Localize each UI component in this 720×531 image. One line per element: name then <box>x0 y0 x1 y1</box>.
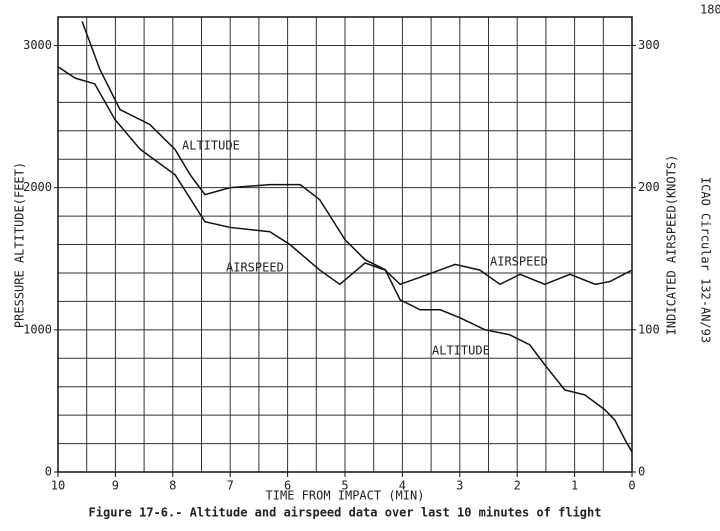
x-tick-label: 0 <box>628 479 635 493</box>
x-tick-label: 1 <box>571 479 578 493</box>
y2-tick-label: 200 <box>638 180 660 194</box>
y-tick-label: 0 <box>45 465 52 479</box>
y-tick-label: 1000 <box>23 322 52 336</box>
y2-axis-label: INDICATED AIRSPEED(KNOTS) <box>665 155 679 336</box>
x-tick-label: 4 <box>399 479 406 493</box>
y-tick-label: 2000 <box>23 180 52 194</box>
y-tick-label: 3000 <box>23 38 52 52</box>
series-line <box>57 66 633 286</box>
annotation: ALTITUDE <box>432 344 490 358</box>
annotation: ALTITUDE <box>182 139 240 153</box>
x-axis-label: TIME FROM IMPACT (MIN) <box>266 489 425 503</box>
x-tick-label: 3 <box>456 479 463 493</box>
y2-tick-label: 100 <box>638 322 660 336</box>
annotation: AIRSPEED <box>226 261 284 275</box>
annotation: AIRSPEED <box>490 255 548 269</box>
series-line <box>81 21 633 453</box>
caption: Figure 17-6.- Altitude and airspeed data… <box>89 506 602 520</box>
y-axis-label: PRESSURE ALTITUDE(FEET) <box>13 162 27 328</box>
x-tick-label: 2 <box>514 479 521 493</box>
side-note: ICAO Circular 132-AN/93 <box>699 177 713 343</box>
y2-tick-label: 300 <box>638 38 660 52</box>
x-tick-label: 6 <box>284 479 291 493</box>
y2-tick-label: 0 <box>638 465 645 479</box>
x-tick-label: 10 <box>51 479 65 493</box>
page-number: 180 <box>700 3 720 17</box>
x-tick-label: 5 <box>341 479 348 493</box>
x-tick-label: 9 <box>112 479 119 493</box>
x-tick-label: 8 <box>169 479 176 493</box>
x-tick-label: 7 <box>227 479 234 493</box>
